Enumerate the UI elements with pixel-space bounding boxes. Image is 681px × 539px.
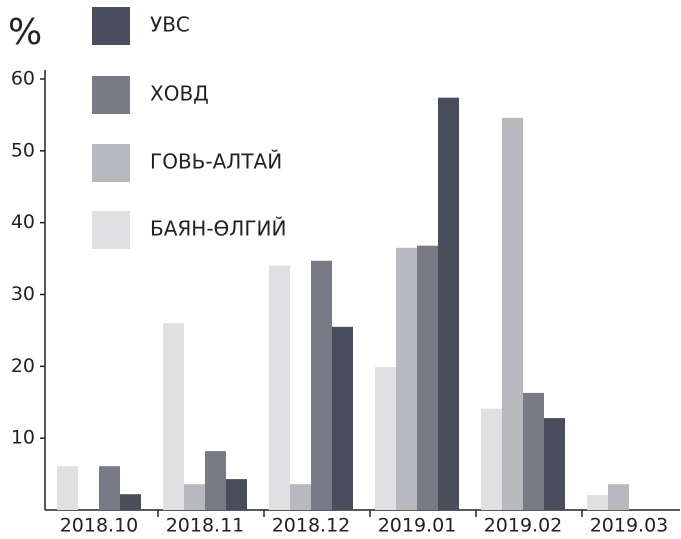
x-tick-label: 2019.03: [590, 515, 669, 537]
legend-swatch: [92, 144, 130, 182]
bar: [544, 418, 565, 510]
bar: [205, 451, 226, 510]
bar: [502, 117, 523, 510]
bar: [269, 265, 290, 510]
bar: [311, 260, 332, 510]
x-tick-label: 2018.12: [272, 515, 351, 537]
bar: [290, 484, 311, 510]
bar: [226, 479, 247, 510]
x-tick-label: 2018.11: [166, 515, 245, 537]
bar: [120, 494, 141, 510]
bar: [375, 367, 396, 510]
bar: [396, 247, 417, 510]
y-tick-label: 20: [11, 355, 35, 377]
bar: [57, 466, 78, 510]
x-tick-label: 2018.10: [60, 515, 139, 537]
y-tick-label: 30: [11, 283, 35, 305]
y-tick-label: 10: [11, 427, 35, 449]
bar: [523, 392, 544, 510]
bar: [99, 466, 120, 510]
legend-swatch: [92, 211, 130, 249]
legend-swatch: [92, 7, 130, 45]
legend-swatch: [92, 76, 130, 114]
legend-label: УВС: [150, 13, 190, 37]
legend-label: ГОВЬ-АЛТАЙ: [150, 150, 282, 174]
bar: [608, 484, 629, 510]
y-tick-label: 60: [11, 68, 35, 90]
y-tick-label: 40: [11, 211, 35, 233]
y-axis-label: %: [8, 12, 42, 53]
bar: [438, 97, 459, 510]
bar: [587, 494, 608, 510]
x-tick-label: 2019.02: [484, 515, 563, 537]
legend-label: ХОВД: [150, 82, 209, 106]
bar: [332, 326, 353, 510]
bar: [184, 484, 205, 510]
x-tick-label: 2019.01: [378, 515, 457, 537]
bar: [417, 245, 438, 511]
bar: [481, 408, 502, 510]
legend-label: БАЯН-ӨЛГИЙ: [150, 217, 286, 241]
y-tick-label: 50: [11, 139, 35, 161]
bar: [163, 323, 184, 510]
